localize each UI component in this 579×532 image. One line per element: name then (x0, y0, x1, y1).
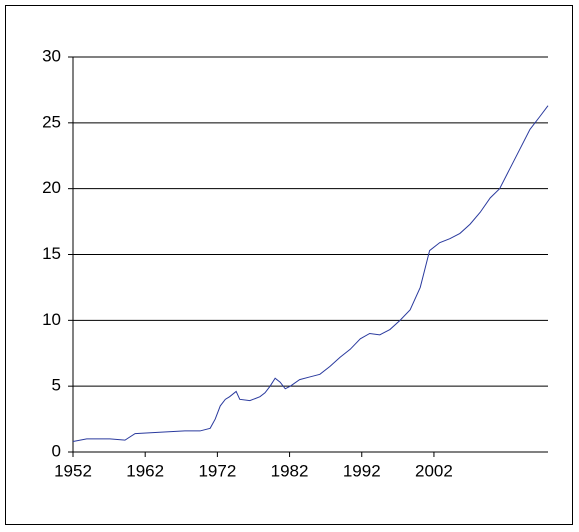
data-line (72, 105, 549, 442)
x-tick-label: 1962 (126, 461, 164, 480)
x-tick-label: 1952 (54, 461, 92, 480)
y-tick-label: 0 (52, 441, 61, 460)
x-tick-label: 1972 (198, 461, 236, 480)
x-tick-label: 1982 (271, 461, 309, 480)
x-tick-label: 2002 (415, 461, 453, 480)
y-tick-label: 20 (42, 178, 61, 197)
y-tick-label: 10 (42, 310, 61, 329)
y-tick-label: 25 (42, 112, 61, 131)
y-tick-label: 30 (42, 46, 61, 65)
chart-border (5, 5, 573, 525)
y-tick-label: 15 (42, 244, 61, 263)
y-tick-label: 5 (52, 376, 61, 395)
x-tick-label: 1992 (343, 461, 381, 480)
